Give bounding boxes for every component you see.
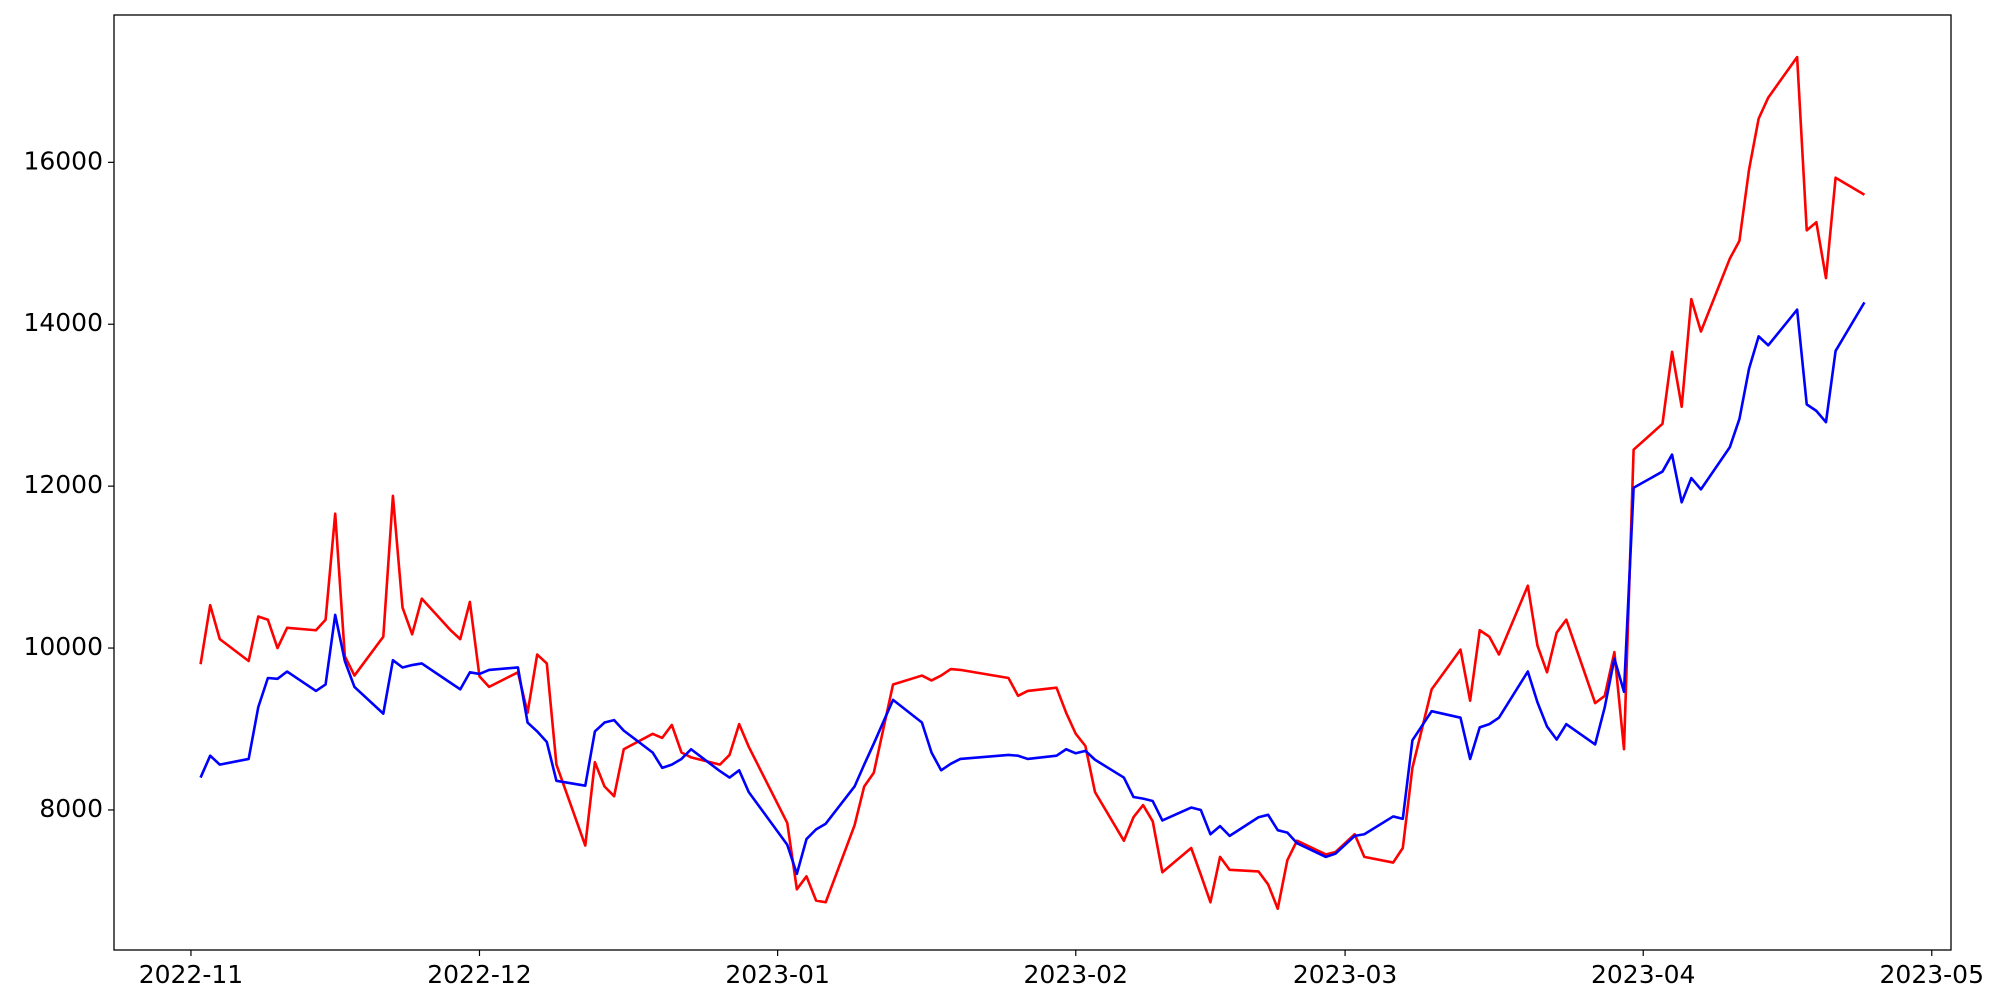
data-line: [199, 55, 1866, 911]
y-tick-label: 12000: [23, 470, 103, 499]
plot-frame: [113, 14, 1952, 951]
x-tick-label: 2023-01: [725, 960, 829, 989]
y-tick-label: 8000: [39, 794, 103, 823]
y-tick-label: 10000: [23, 632, 103, 661]
data-line: [199, 301, 1866, 876]
x-tick-label: 2022-11: [139, 960, 243, 989]
y-tick-label: 14000: [23, 308, 103, 337]
x-tick-label: 2023-03: [1293, 960, 1397, 989]
x-tick-label: 2023-04: [1591, 960, 1695, 989]
x-tick-label: 2023-02: [1024, 960, 1128, 989]
x-tick-label: 2022-12: [427, 960, 531, 989]
x-tick-label: 2023-05: [1880, 960, 1984, 989]
y-tick-label: 16000: [23, 146, 103, 175]
